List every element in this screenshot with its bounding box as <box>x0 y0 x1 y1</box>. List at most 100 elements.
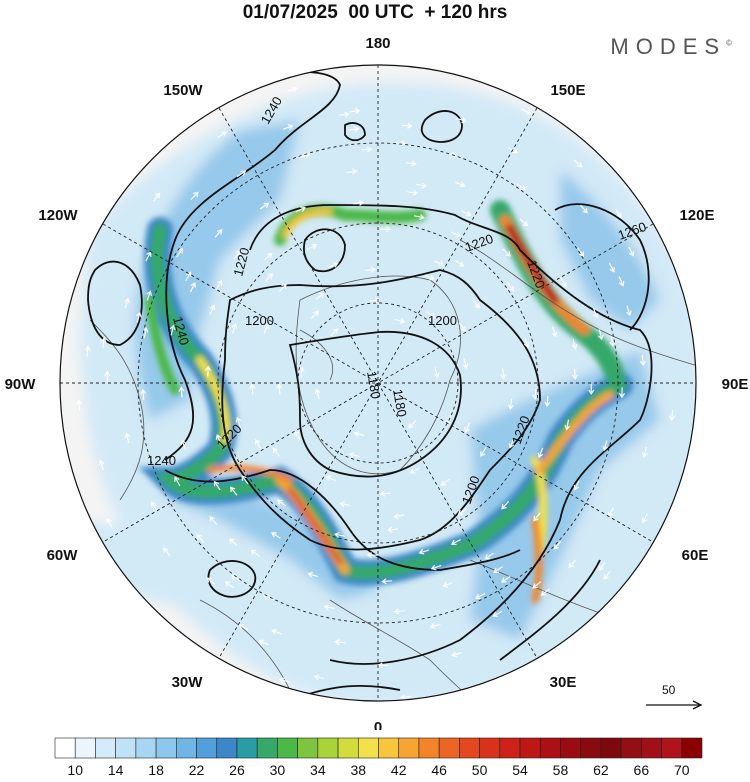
wind-arrow <box>580 204 588 214</box>
wind-arrow <box>231 322 238 334</box>
wind-arrow <box>379 490 391 497</box>
wind-arrow <box>380 226 392 233</box>
color-scale-box <box>499 737 521 759</box>
wind-arrow <box>241 475 249 485</box>
longitude-label: 120W <box>38 207 78 224</box>
color-scale-box <box>479 737 501 759</box>
wind-arrow <box>413 214 425 220</box>
color-scale-label: 30 <box>270 762 286 778</box>
wind-arrow <box>450 231 462 238</box>
wind-arrow <box>501 500 510 510</box>
longitude-label: 60W <box>47 547 79 564</box>
wind-arrow <box>346 168 358 175</box>
wind-arrow <box>628 246 635 257</box>
polar-stereographic-map: 1240 1220 1220 1260 1200 1200 1180 1180 … <box>5 35 749 730</box>
wind-arrow <box>315 292 325 300</box>
color-scale-box <box>297 737 319 759</box>
wind-arrow <box>639 355 646 367</box>
wind-arrow <box>54 407 59 417</box>
wind-arrow <box>348 126 360 133</box>
wind-arrow <box>614 208 622 219</box>
wind-arrow <box>174 476 181 487</box>
wind-arrow <box>618 276 625 287</box>
wind-arrow <box>429 622 441 629</box>
wind-arrow <box>462 358 469 370</box>
color-scale-box <box>236 737 258 759</box>
wind-arrow <box>217 131 228 139</box>
wind-arrow <box>238 624 249 631</box>
wind-arrow <box>189 281 196 293</box>
color-scale-box <box>519 737 541 759</box>
wind-arrow <box>609 335 616 347</box>
wind-arrow <box>221 89 232 96</box>
wind-arrow <box>307 243 318 251</box>
wind-arrow <box>338 708 348 713</box>
wind-arrow <box>387 526 399 533</box>
color-scale-labels: 10 14 18 22 26 30 34 38 42 46 50 54 58 62 66 70 <box>67 762 689 778</box>
wind-arrow <box>409 467 420 474</box>
wind-arrow <box>577 247 584 257</box>
wind-arrow <box>334 532 346 538</box>
wind-arrow <box>394 318 406 324</box>
wind-arrow <box>405 160 417 167</box>
wind-arrow <box>135 311 142 323</box>
wind-arrow <box>519 218 529 227</box>
wind-arrow <box>416 182 428 189</box>
wind-arrow <box>185 271 192 282</box>
wind-arrow <box>276 499 287 507</box>
wind-arrow <box>544 395 551 408</box>
color-scale-box <box>560 737 581 759</box>
wind-arrow <box>461 210 472 217</box>
color-scale-bar: 10 14 18 22 26 30 34 38 42 46 50 54 58 62 66 70 <box>54 737 703 778</box>
wind-arrow <box>433 367 440 379</box>
wind-arrow <box>454 181 466 188</box>
wind-arrow <box>458 322 466 332</box>
wind-arrow <box>339 501 351 508</box>
wind-arrow <box>454 259 465 267</box>
wind-arrow <box>608 262 615 273</box>
color-scale-box <box>357 737 379 759</box>
wind-arrow <box>560 277 567 288</box>
wind-arrow <box>298 366 305 378</box>
color-scale-box <box>256 737 278 759</box>
wind-arrow <box>418 548 430 555</box>
wind-arrow <box>235 416 242 428</box>
wind-arrow <box>169 324 176 336</box>
wind-arrow <box>254 438 262 449</box>
reference-vector-label: 50 <box>662 683 676 697</box>
longitude-label: 30W <box>172 674 204 691</box>
wind-arrow <box>553 540 562 550</box>
wind-arrow <box>258 639 269 646</box>
contour-label: 1240 <box>170 315 192 347</box>
wind-arrow <box>393 608 405 615</box>
color-scale-boxes <box>54 737 703 759</box>
wind-arrow <box>348 452 360 459</box>
color-scale-box <box>539 737 561 759</box>
wind-arrow <box>425 311 436 318</box>
wind-arrow <box>206 577 216 585</box>
wind-arrow <box>272 447 280 457</box>
wind-arrow <box>282 124 294 130</box>
contour-label: 1180 <box>364 370 384 400</box>
wind-arrow <box>588 383 595 396</box>
longitude-labels: 180 150E 120E 90E 60E 30E 0 30W 60W 90W … <box>5 35 749 730</box>
wind-arrow <box>492 610 503 617</box>
wind-arrow <box>236 170 247 178</box>
wind-arrow <box>508 438 515 449</box>
wind-arrow <box>618 387 625 399</box>
color-scale-box <box>438 737 460 759</box>
wind-arrow <box>564 419 571 431</box>
wind-arrow <box>456 117 467 123</box>
wind-arrow <box>278 283 287 293</box>
wind-arrow <box>323 604 335 611</box>
wind-arrow <box>584 126 594 135</box>
wind-arrow <box>434 260 445 267</box>
map-boundary <box>59 64 697 702</box>
wind-arrow <box>330 328 339 337</box>
contour-label: 1200 <box>428 313 457 328</box>
wind-arrow <box>669 409 676 422</box>
brand-logo: MODES© <box>610 34 732 60</box>
wind-arrow <box>451 651 462 658</box>
color-scale-label: 10 <box>67 762 83 778</box>
wind-arrow <box>190 191 199 200</box>
